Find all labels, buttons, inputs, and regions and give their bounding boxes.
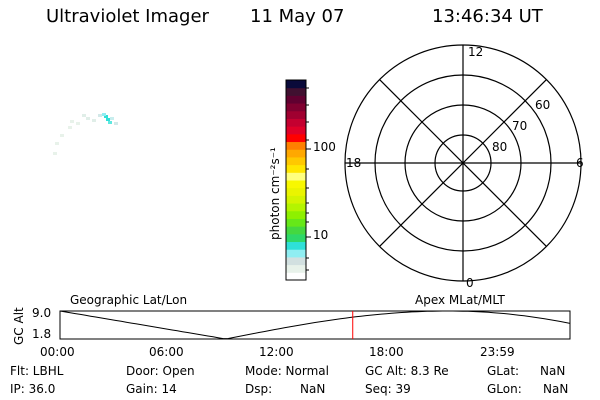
colorbar-band (286, 156, 306, 166)
aurora-pixel (86, 117, 90, 120)
colorbar-tick-100: 100 (313, 140, 336, 154)
colorbar-tick-10: 10 (313, 228, 329, 242)
apex-label: Apex MLat/MLT (415, 293, 505, 307)
colorbar-band (286, 218, 306, 227)
aurora-pixel (55, 142, 59, 145)
colorbar-band (286, 164, 306, 173)
mlt-label-12: 12 (468, 45, 484, 59)
colorbar-band (286, 87, 306, 96)
aurora-pixel (106, 118, 110, 121)
colorbar-band (286, 203, 306, 212)
mlt-label-0: 0 (466, 276, 474, 290)
colorbar-label: photon cm⁻²s⁻¹ (268, 147, 282, 240)
meridian-line (379, 79, 547, 247)
timeline-plot (59, 310, 571, 340)
aurora-pixel (110, 117, 114, 120)
date: 11 May 07 (250, 6, 345, 27)
aurora-pixel (92, 119, 96, 122)
ytick-9: 9.0 (32, 306, 52, 320)
colorbar-band (286, 126, 306, 135)
mode: Mode: Normal (245, 364, 329, 378)
xtick-0: 00:00 (40, 345, 75, 359)
colorbar-band (286, 103, 306, 112)
xtick-3: 18:00 (369, 345, 404, 359)
colorbar-band (286, 241, 306, 250)
gc-alt: GC Alt: 8.3 Re (365, 364, 449, 378)
xtick-1: 06:00 (149, 345, 184, 359)
colorbar-band (286, 133, 306, 143)
polar-grid (344, 44, 582, 282)
xtick-4: 23:59 (480, 345, 515, 359)
colorbar-band (286, 233, 306, 243)
glon-label: GLon: (487, 382, 522, 396)
aurora-pixel (70, 120, 74, 123)
aurora-pixel (68, 126, 72, 129)
aurora-pixel (82, 114, 86, 117)
colorbar-band (286, 256, 306, 266)
seq: Seq: 39 (365, 382, 411, 396)
aurora-pixel (76, 122, 80, 125)
instrument-title: Ultraviolet Imager (46, 6, 209, 27)
mlt-label-6: 6 (576, 156, 584, 170)
colorbar (285, 79, 311, 281)
mlat-label-80: 80 (492, 140, 508, 154)
mlt-label-18: 18 (346, 156, 362, 170)
glon-value: NaN (543, 382, 569, 396)
colorbar-band (286, 226, 306, 235)
aurora-pixel (114, 122, 118, 125)
aurora-pixel (98, 114, 102, 117)
gain: Gain: 14 (126, 382, 177, 396)
aurora-pixel (53, 152, 57, 155)
geographic-label: Geographic Lat/Lon (70, 293, 188, 307)
colorbar-band (286, 80, 306, 89)
aurora-pixel (104, 115, 108, 118)
colorbar-band (286, 187, 306, 196)
aurora-pixel (102, 113, 106, 116)
timeline-ylabel: GC Alt (12, 307, 26, 345)
altitude-curve (59, 310, 571, 340)
filter: Flt: LBHL (10, 364, 64, 378)
colorbar-band (286, 180, 306, 189)
mlat-label-70: 70 (512, 119, 528, 133)
ip: IP: 36.0 (10, 382, 56, 396)
colorbar-band (286, 172, 306, 181)
colorbar-band (286, 141, 306, 150)
aurora-pixel (108, 121, 112, 124)
timeline-frame (59, 310, 571, 340)
dsp-label: Dsp: (245, 382, 273, 396)
dsp-value: NaN (300, 382, 326, 396)
colorbar-band (286, 272, 306, 281)
mlat-label-60: 60 (535, 98, 551, 112)
glat-value: NaN (540, 364, 566, 378)
colorbar-band (286, 149, 306, 158)
aurora-pixel (60, 134, 64, 137)
colorbar-band (286, 264, 306, 273)
colorbar-band (286, 95, 306, 104)
colorbar-band (286, 195, 306, 204)
auroral-image (53, 113, 118, 155)
colorbar-band (286, 110, 306, 119)
colorbar-band (286, 118, 306, 127)
colorbar-band (286, 210, 306, 219)
glat-label: GLat: (487, 364, 520, 378)
colorbar-band (286, 249, 306, 258)
time: 13:46:34 UT (432, 6, 543, 27)
colorbar-frame (285, 79, 307, 281)
ytick-1-8: 1.8 (32, 327, 52, 341)
xtick-2: 12:00 (259, 345, 294, 359)
door: Door: Open (126, 364, 195, 378)
